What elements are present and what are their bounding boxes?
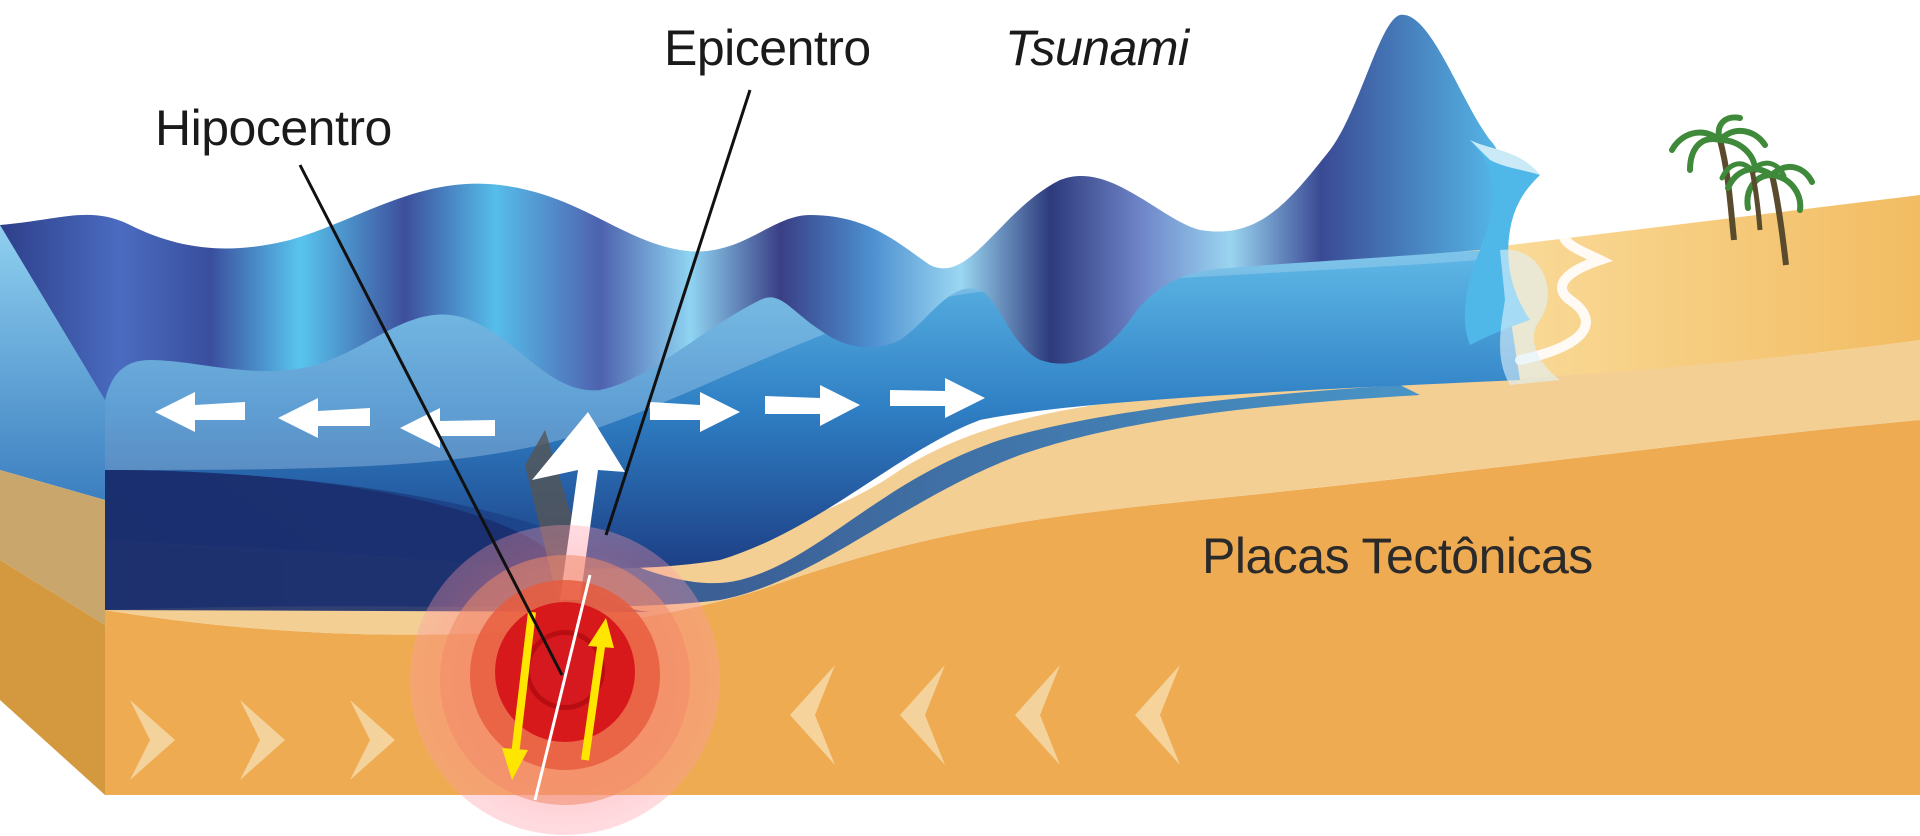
arrow-icon [890,378,985,418]
fault-slip-arrows [502,611,614,780]
arrow-icon [400,408,495,448]
arrow-icon [240,700,285,780]
plate-motion-arrows-left [790,665,1180,765]
arrow-icon [502,748,528,780]
arrow-icon [765,385,860,426]
arrow-icon [1015,665,1060,765]
shore-wash [1500,249,1560,385]
label-epicentro: Epicentro [664,20,871,76]
label-placas-tectonicas: Placas Tectônicas [1202,528,1593,584]
arrow-icon [350,700,395,780]
arrow-icon [130,700,175,780]
arrow-icon [650,392,740,432]
arrow-icon [278,398,370,438]
arrow-icon [588,618,614,648]
uplift-arrow [532,412,625,600]
fault-line [533,574,592,801]
label-hipocentro: Hipocentro [155,100,392,156]
shore-foam [1515,195,1614,365]
palm-tree-icon [1719,160,1787,231]
breaking-wave-crest [1464,140,1540,345]
plate-motion-arrows-right [130,700,395,780]
label-tsunami: Tsunami [1005,20,1191,76]
arrow-icon [900,665,945,765]
hipocentro-leader [298,164,564,676]
arrow-icon [1135,665,1180,765]
epicentro-leader [604,89,752,536]
wave-foam [1470,140,1540,175]
arrow-icon [790,665,835,765]
wave-surface [0,14,1501,401]
wave-propagation-arrows [155,378,985,448]
arrow-icon [155,392,245,432]
